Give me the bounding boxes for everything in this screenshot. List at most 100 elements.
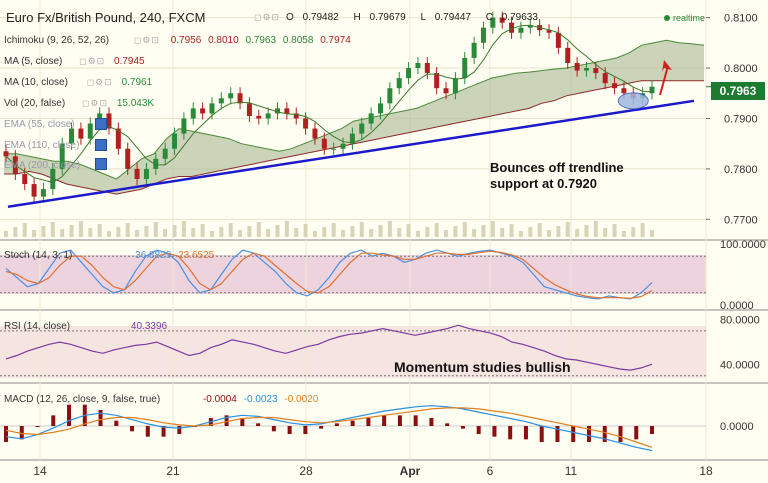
ma5-settings-icon[interactable]: ◻⚙⊡ bbox=[79, 56, 106, 66]
macd-legend[interactable]: MACD (12, 26, close, 9, false, true) -0.… bbox=[4, 394, 318, 405]
price-tick-label: 0.8000 bbox=[724, 63, 758, 75]
ichimoku-v1: 0.7956 bbox=[170, 35, 202, 46]
cloud-span-b bbox=[4, 80, 704, 195]
time-tick-label: Apr bbox=[400, 464, 421, 478]
candle-body bbox=[415, 63, 421, 69]
volume-bar bbox=[163, 229, 168, 237]
volume-bar bbox=[621, 231, 626, 237]
candle-body bbox=[377, 103, 383, 114]
volume-bar bbox=[415, 231, 420, 237]
stoch-legend[interactable]: Stoch (14, 3, 1) 36.8829 23.6525 bbox=[4, 250, 214, 261]
volume-bar bbox=[472, 229, 477, 237]
cloud-fill bbox=[4, 40, 704, 195]
price-tick-label: 0.7900 bbox=[724, 113, 758, 125]
ema55-label: EMA (55, close) bbox=[4, 119, 75, 130]
volume-bar bbox=[22, 223, 27, 237]
macd-histogram-bar bbox=[240, 418, 245, 426]
volume-bar bbox=[387, 221, 392, 237]
rsi-line bbox=[5, 324, 653, 371]
ma5-legend[interactable]: MA (5, close) ◻⚙⊡ 0.7945 bbox=[4, 56, 145, 67]
macd-histogram-bar bbox=[650, 426, 654, 434]
vol-legend[interactable]: Vol (20, false) ◻⚙⊡ 15.043K bbox=[4, 98, 154, 109]
rsi-axis-label: 80.0000 bbox=[720, 315, 760, 327]
chart-title: Euro Fx/British Pound, 240, FXCM bbox=[6, 10, 206, 25]
candle-body bbox=[509, 22, 515, 33]
ema55-toggle-icon[interactable] bbox=[95, 118, 107, 130]
volume-bar bbox=[97, 224, 102, 237]
candle-body bbox=[443, 88, 449, 94]
candle-body bbox=[256, 115, 262, 119]
volume-bar bbox=[462, 222, 467, 237]
candle-body bbox=[303, 118, 309, 129]
volume-bar bbox=[547, 230, 552, 237]
volume-bar bbox=[650, 230, 654, 237]
price-tick-label: 0.8100 bbox=[724, 13, 758, 25]
volume-bar bbox=[603, 228, 608, 237]
macd-histogram-bar bbox=[413, 415, 418, 426]
volume-bar bbox=[153, 222, 158, 237]
macd-histogram-bar bbox=[319, 426, 324, 429]
macd-histogram-bar bbox=[397, 415, 402, 426]
volume-bar bbox=[13, 227, 18, 237]
volume-bar bbox=[266, 229, 271, 237]
stoch-label: Stoch (14, 3, 1) bbox=[4, 250, 73, 261]
volume-bar bbox=[631, 227, 636, 237]
candle-body bbox=[621, 88, 627, 94]
volume-bar bbox=[556, 226, 561, 237]
macd-histogram-bar bbox=[382, 415, 387, 426]
current-price-badge: 0.7963 bbox=[711, 82, 765, 100]
volume-bar bbox=[397, 228, 402, 237]
ma-line bbox=[5, 24, 653, 184]
title-settings-icons[interactable]: ◻⚙⊡ bbox=[254, 12, 281, 22]
volume-bar bbox=[312, 231, 317, 237]
stoch-pane bbox=[0, 249, 706, 300]
ma10-legend[interactable]: MA (10, close) ◻⚙⊡ 0.7961 bbox=[4, 77, 152, 88]
vol-label: Vol (20, false) bbox=[4, 98, 66, 109]
bounce-annotation: Bounces off trendline support at 0.7920 bbox=[490, 160, 624, 192]
volume-bar bbox=[209, 231, 214, 237]
candle-body bbox=[106, 113, 112, 129]
stoch-d-line bbox=[5, 250, 653, 299]
volume-bar bbox=[612, 224, 617, 237]
volume-bar bbox=[500, 228, 505, 237]
candle-body bbox=[22, 173, 28, 185]
vol-settings-icon[interactable]: ◻⚙⊡ bbox=[81, 98, 109, 108]
candle-body bbox=[546, 30, 552, 33]
candle-body bbox=[50, 168, 56, 190]
volume-bar bbox=[284, 221, 289, 237]
ma5-label: MA (5, close) bbox=[4, 56, 63, 67]
candle-body bbox=[499, 17, 505, 23]
candle-body bbox=[237, 93, 243, 104]
volume-bar bbox=[60, 229, 65, 237]
ma10-value: 0.7961 bbox=[121, 77, 153, 88]
macd-signal-line bbox=[5, 407, 653, 448]
ma10-settings-icon[interactable]: ◻⚙⊡ bbox=[86, 77, 113, 87]
time-tick-label: 18 bbox=[699, 464, 713, 478]
ichimoku-legend[interactable]: Ichimoku (9, 26, 52, 26) ◻⚙⊡ 0.7956 0.80… bbox=[4, 35, 351, 46]
rsi-label: RSI (14, close) bbox=[4, 321, 71, 332]
realtime-status: realtime bbox=[664, 13, 705, 23]
candle-body bbox=[228, 93, 234, 99]
volume-bar bbox=[341, 230, 346, 237]
rsi-legend[interactable]: RSI (14, close) 40.3396 bbox=[4, 321, 167, 332]
ema110-toggle-icon[interactable] bbox=[95, 139, 107, 151]
candle-body bbox=[574, 63, 580, 71]
price-tick-label: 0.7800 bbox=[724, 164, 758, 176]
ema55-legend[interactable]: EMA (55, close) bbox=[4, 119, 75, 130]
volume-bar bbox=[219, 227, 224, 237]
volume-bar bbox=[228, 223, 233, 237]
ichimoku-settings-icon[interactable]: ◻⚙⊡ bbox=[133, 35, 160, 45]
realtime-label: realtime bbox=[673, 13, 706, 23]
candle-body bbox=[115, 128, 121, 149]
macd-v2: -0.0023 bbox=[243, 394, 278, 405]
candle-body bbox=[200, 108, 206, 114]
candle-body bbox=[649, 86, 655, 94]
volume-bar bbox=[172, 225, 177, 237]
ema110-legend[interactable]: EMA (110, close) bbox=[4, 140, 79, 151]
ema200-legend[interactable]: EMA (200, close) bbox=[4, 160, 80, 171]
volume-bar bbox=[294, 228, 299, 237]
candle-body bbox=[59, 143, 65, 169]
volume-bar bbox=[584, 225, 589, 237]
macd-histogram-bar bbox=[602, 426, 607, 442]
ema200-toggle-icon[interactable] bbox=[95, 158, 107, 170]
